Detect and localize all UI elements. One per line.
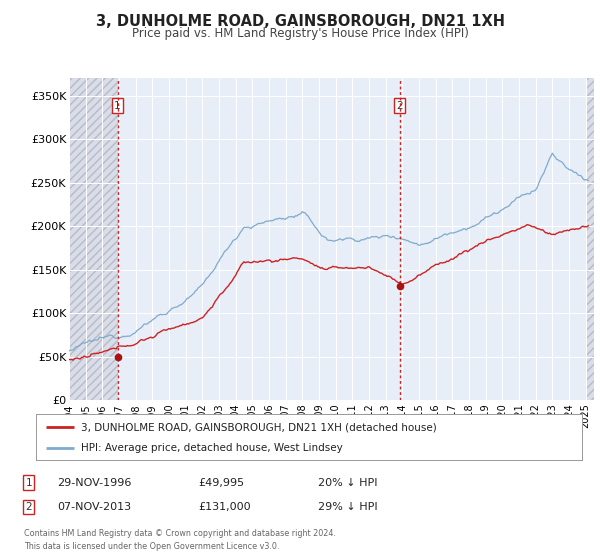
Text: This data is licensed under the Open Government Licence v3.0.: This data is licensed under the Open Gov… — [24, 542, 280, 550]
Text: £131,000: £131,000 — [198, 502, 251, 512]
Text: HPI: Average price, detached house, West Lindsey: HPI: Average price, detached house, West… — [81, 444, 343, 454]
Text: 20% ↓ HPI: 20% ↓ HPI — [318, 478, 377, 488]
Text: 3, DUNHOLME ROAD, GAINSBOROUGH, DN21 1XH: 3, DUNHOLME ROAD, GAINSBOROUGH, DN21 1XH — [95, 14, 505, 29]
Text: Contains HM Land Registry data © Crown copyright and database right 2024.: Contains HM Land Registry data © Crown c… — [24, 529, 336, 538]
Text: 1: 1 — [25, 478, 32, 488]
Text: 07-NOV-2013: 07-NOV-2013 — [57, 502, 131, 512]
Bar — [69, 78, 118, 400]
Text: 3, DUNHOLME ROAD, GAINSBOROUGH, DN21 1XH (detached house): 3, DUNHOLME ROAD, GAINSBOROUGH, DN21 1XH… — [81, 422, 437, 432]
Text: 2: 2 — [25, 502, 32, 512]
Text: 29% ↓ HPI: 29% ↓ HPI — [318, 502, 377, 512]
Text: Price paid vs. HM Land Registry's House Price Index (HPI): Price paid vs. HM Land Registry's House … — [131, 27, 469, 40]
Text: £49,995: £49,995 — [198, 478, 244, 488]
Text: 1: 1 — [114, 101, 121, 111]
Bar — [586, 78, 594, 400]
Text: 29-NOV-1996: 29-NOV-1996 — [57, 478, 131, 488]
Bar — [586, 78, 594, 400]
Text: 2: 2 — [397, 101, 403, 111]
Bar — [69, 78, 118, 400]
